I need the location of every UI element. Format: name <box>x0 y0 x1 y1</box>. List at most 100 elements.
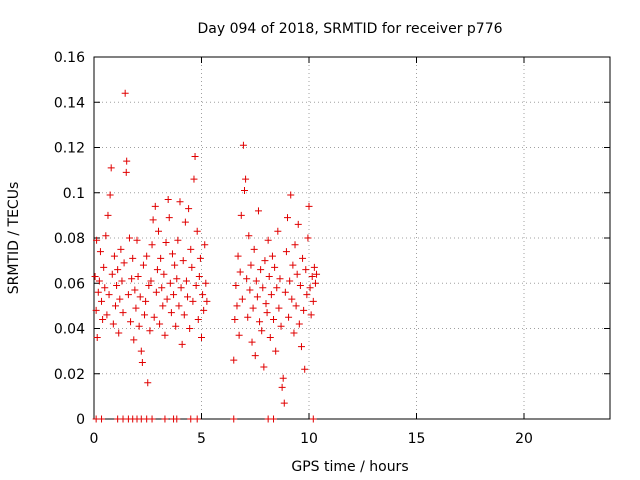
data-point <box>107 164 115 172</box>
data-point <box>176 198 184 206</box>
data-point <box>125 234 133 242</box>
y-tick-label: 0 <box>76 412 85 428</box>
data-point <box>184 293 192 301</box>
data-point <box>193 227 201 235</box>
data-point <box>278 383 286 391</box>
data-point <box>115 329 123 337</box>
data-point <box>133 236 141 244</box>
data-point <box>199 291 207 299</box>
y-tick-label: 0.06 <box>54 276 85 292</box>
data-point <box>109 320 117 328</box>
data-point <box>309 297 317 305</box>
data-point <box>273 284 281 292</box>
data-point <box>258 327 266 335</box>
data-point <box>237 211 245 219</box>
data-point <box>182 277 190 285</box>
data-point <box>138 358 146 366</box>
data-point <box>136 293 144 301</box>
data-point <box>246 286 254 294</box>
data-point <box>101 284 109 292</box>
data-point <box>158 284 166 292</box>
data-point <box>291 241 299 249</box>
data-point <box>120 259 128 267</box>
data-point <box>262 300 270 308</box>
data-point <box>172 322 180 330</box>
data-point <box>307 311 315 319</box>
x-axis-label: GPS time / hours <box>291 459 408 475</box>
data-point <box>309 415 317 423</box>
data-point <box>263 309 271 317</box>
data-point <box>230 356 238 364</box>
data-point <box>264 236 272 244</box>
data-point <box>267 291 275 299</box>
data-point <box>198 334 205 342</box>
data-point <box>128 275 136 283</box>
data-points <box>91 89 321 423</box>
x-tick-label: 5 <box>197 431 206 447</box>
data-point <box>233 302 241 310</box>
data-point <box>104 211 112 219</box>
data-point <box>249 304 257 312</box>
data-point <box>155 227 162 235</box>
data-point <box>295 320 303 328</box>
data-point <box>149 216 157 224</box>
data-point <box>280 399 288 407</box>
data-point <box>98 297 106 305</box>
data-point <box>265 272 273 280</box>
y-tick-label: 0.16 <box>54 50 85 66</box>
data-point <box>166 279 174 287</box>
data-point <box>106 191 114 199</box>
data-point <box>261 257 269 265</box>
data-point <box>294 220 302 228</box>
data-point <box>151 202 159 210</box>
data-point <box>260 363 268 371</box>
y-tick-label: 0.12 <box>54 141 85 157</box>
data-point <box>304 234 312 242</box>
data-point <box>266 334 274 342</box>
data-point <box>268 252 276 260</box>
data-point <box>110 252 118 260</box>
data-point <box>187 245 195 253</box>
data-point <box>286 277 294 285</box>
data-point <box>112 302 119 310</box>
data-point <box>186 325 194 332</box>
data-point <box>188 263 196 271</box>
data-point <box>174 236 182 244</box>
y-tick-label: 0.1 <box>63 186 85 202</box>
data-point <box>113 282 121 290</box>
data-point <box>145 282 153 290</box>
data-point <box>293 270 301 278</box>
data-point <box>161 415 169 423</box>
data-point <box>297 343 305 351</box>
data-point <box>230 415 238 423</box>
y-tick-label: 0.14 <box>54 95 85 111</box>
data-point <box>124 291 132 299</box>
data-point <box>279 374 287 382</box>
data-point <box>200 306 208 314</box>
data-point <box>310 263 318 271</box>
data-point <box>185 205 193 213</box>
y-tick-label: 0.02 <box>54 367 85 383</box>
data-point <box>173 415 181 423</box>
data-point <box>292 302 300 310</box>
data-point <box>236 268 244 276</box>
x-tick-label: 15 <box>408 431 426 447</box>
data-point <box>105 291 113 299</box>
data-point <box>253 293 261 301</box>
data-point <box>95 277 103 285</box>
data-point <box>167 309 175 317</box>
data-point <box>196 254 204 262</box>
data-point <box>231 315 239 323</box>
data-point <box>194 315 202 323</box>
data-point <box>141 311 149 319</box>
data-point <box>282 248 290 256</box>
data-point <box>271 263 279 271</box>
data-point <box>127 318 135 326</box>
data-point <box>171 261 179 269</box>
data-point <box>144 379 152 387</box>
data-point <box>103 311 111 319</box>
tick-labels: 0 0.02 0.04 0.06 0.08 0.1 0.12 0.14 0.16 0 5 10 15 20 <box>54 50 533 447</box>
data-point <box>195 272 203 280</box>
data-point <box>118 277 126 285</box>
data-point <box>114 266 122 274</box>
